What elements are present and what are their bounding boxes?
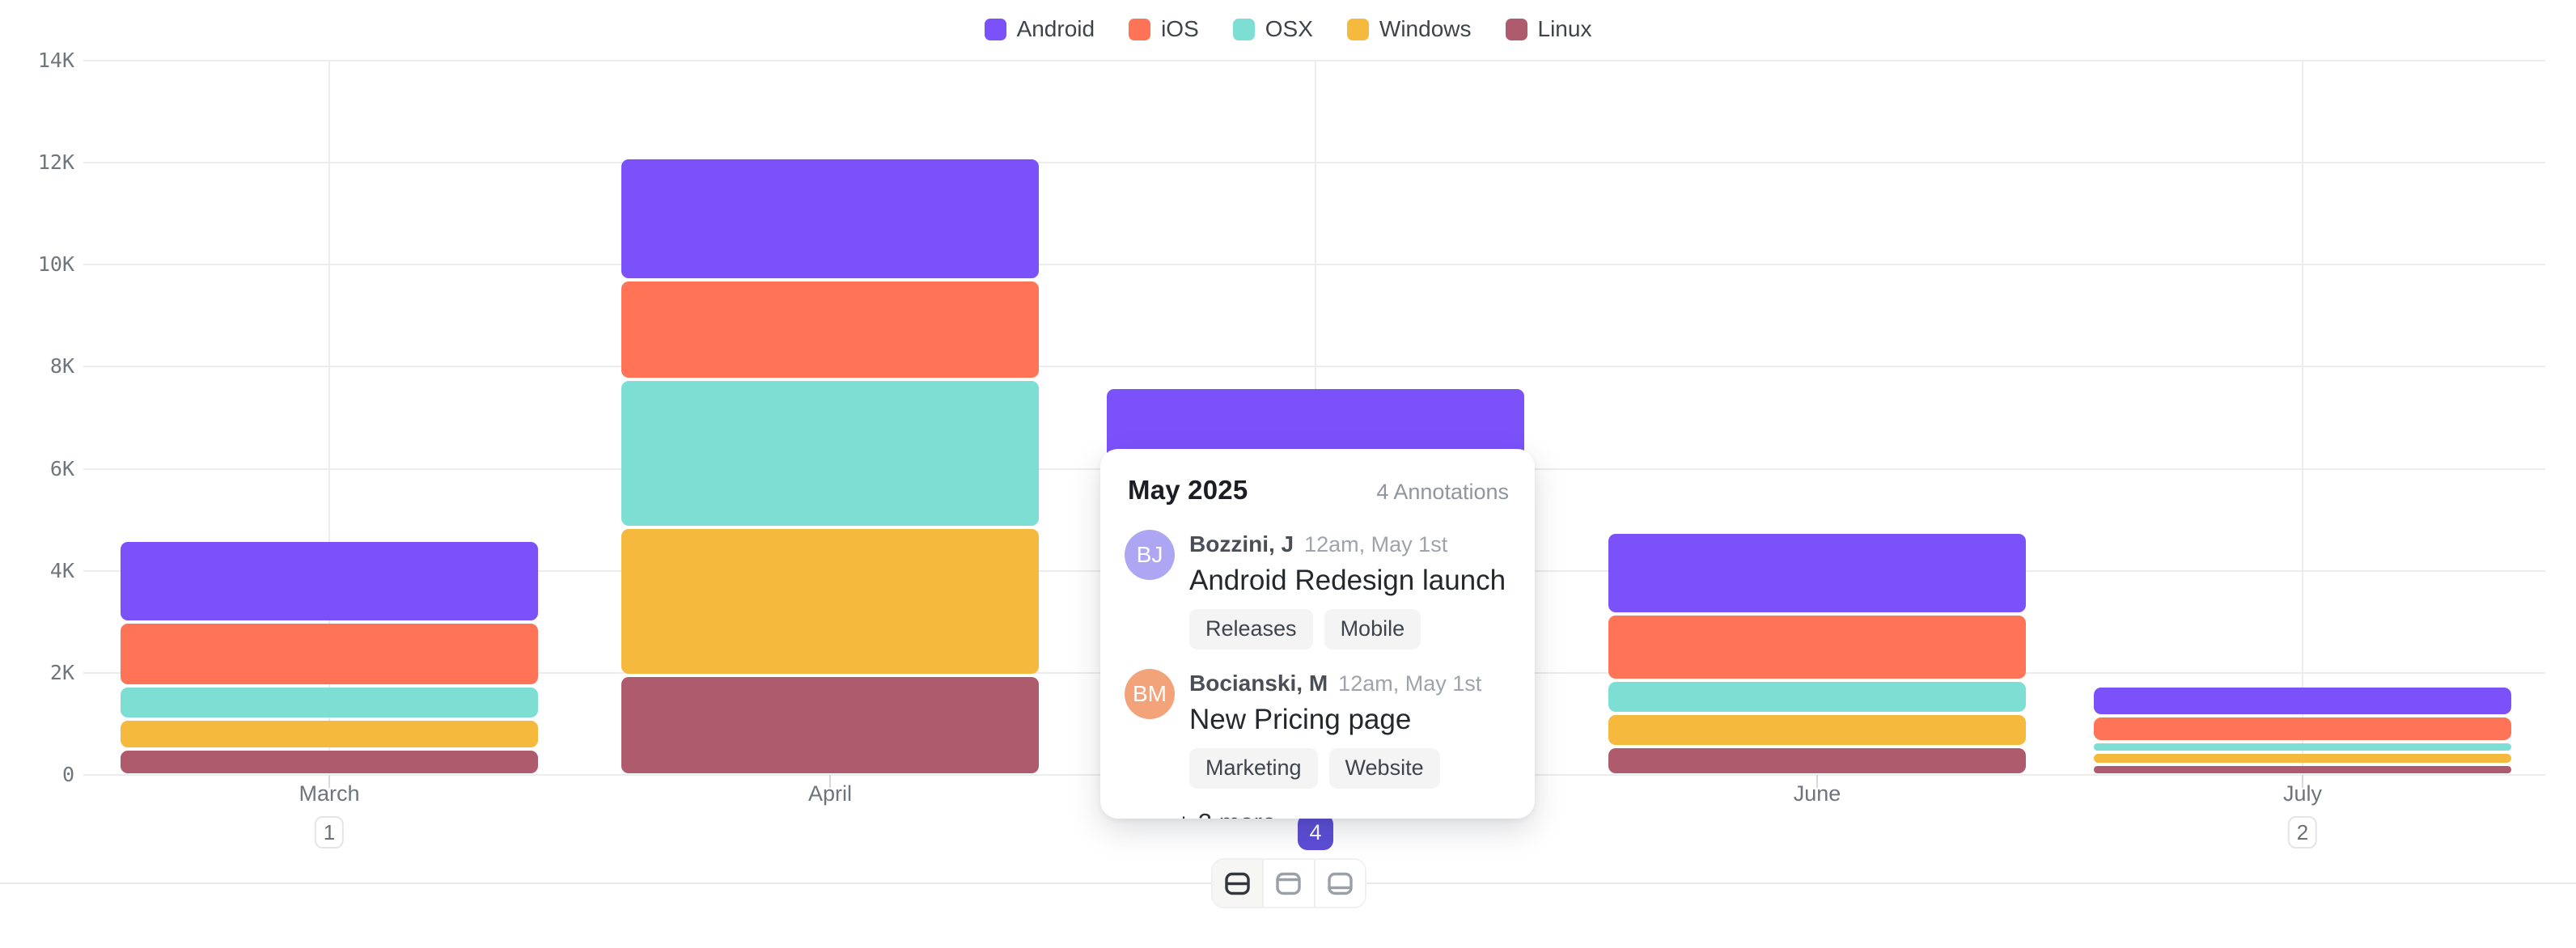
bar-segment-july-osx[interactable] [2094,743,2511,751]
author-avatar: BJ [1125,530,1175,580]
x-axis-label-july: July [2282,781,2323,806]
tooltip-annotation-count: 4 Annotations [1376,480,1509,504]
annotation-entry-body: Bozzini, J 12am, May 1st Android Redesig… [1189,530,1506,650]
annotation-tags: Marketing Website [1189,748,1481,789]
tooltip-title: May 2025 [1128,475,1248,505]
annotation-tags: Releases Mobile [1189,609,1506,650]
x-axis-tick [1816,775,1818,788]
legend-swatch-icon [1346,18,1369,40]
bar-segment-april-ios[interactable] [621,281,1039,379]
x-axis-label-june: June [1793,781,1841,806]
legend-label: iOS [1161,16,1199,41]
y-axis-tick-label: 2K [49,660,74,684]
legend-label: Android [1016,16,1095,41]
annotation-tag: Marketing [1189,748,1318,789]
chart-legend: Android iOS OSX Windows Linux [0,11,2576,47]
legend-label: OSX [1265,16,1313,41]
bar-segment-june-ios[interactable] [1608,616,2026,679]
bar-segment-march-linux[interactable] [121,751,538,773]
legend-item-osx[interactable]: OSX [1232,16,1313,41]
annotation-entry[interactable]: BM Bocianski, M 12am, May 1st New Pricin… [1125,668,1510,789]
bar-segment-april-windows[interactable] [621,529,1039,674]
legend-swatch-icon [1505,18,1527,40]
legend-item-ios[interactable]: iOS [1129,18,1199,40]
bar-segment-july-ios[interactable] [2094,717,2511,740]
layout-toggle [1211,858,1366,908]
annotation-tag: Mobile [1324,609,1421,650]
legend-label: Windows [1379,16,1472,41]
author-avatar: BM [1125,668,1175,719]
annotation-tag: Releases [1189,609,1313,650]
annotation-count-badge-march[interactable]: 1 [314,816,345,849]
y-axis-tick-label: 4K [49,558,74,582]
x-axis-tick [328,775,330,788]
annotation-entry-body: Bocianski, M 12am, May 1st New Pricing p… [1189,669,1481,789]
bar-segment-april-linux[interactable] [621,677,1039,773]
layout-split-middle-button[interactable] [1213,860,1263,907]
annotation-text: New Pricing page [1189,703,1412,735]
layout-split-top-button[interactable] [1262,860,1314,907]
x-axis-tick [2302,775,2303,788]
y-axis-tick-label: 14K [37,49,74,72]
bar-segment-march-osx[interactable] [121,687,538,717]
annotation-count-badge-may[interactable]: 4 [1298,815,1333,850]
y-axis-tick-label: 12K [37,150,74,175]
bar-segment-april-android[interactable] [621,159,1039,279]
y-axis-tick-label: 10K [37,252,74,277]
annotation-author: Bozzini, J [1189,531,1294,557]
bar-segment-july-linux[interactable] [2094,766,2511,773]
legend-label: Linux [1537,16,1592,41]
annotation-meta: Bocianski, M 12am, May 1st [1189,671,1481,696]
annotation-meta: Bozzini, J 12am, May 1st [1189,531,1506,557]
gridline-y-10K [83,264,2545,266]
annotation-guide-july [2302,61,2303,775]
x-axis-tick [829,775,831,788]
annotation-timestamp: 12am, May 1st [1304,532,1448,557]
annotation-tag: Website [1328,748,1440,789]
gridline-y-8K [83,366,2545,368]
split-bottom-icon [1328,872,1353,895]
bar-segment-june-windows[interactable] [1608,715,2026,746]
gridline-y-14K [83,60,2545,61]
bar-segment-june-android[interactable] [1608,534,2026,613]
annotation-timestamp: 12am, May 1st [1338,671,1482,696]
layout-split-bottom-button[interactable] [1313,860,1365,907]
y-axis-tick-label: 8K [49,354,74,379]
split-middle-icon [1225,872,1250,895]
bar-segment-july-windows[interactable] [2094,753,2511,764]
annotation-text: Android Redesign launch [1189,565,1506,596]
legend-item-windows[interactable]: Windows [1346,16,1472,41]
bar-segment-march-android[interactable] [121,541,538,620]
annotation-author: Bocianski, M [1189,670,1328,696]
more-annotations-link[interactable]: + 2 more... [1176,808,1510,819]
split-top-icon [1276,872,1302,895]
annotation-guide-march [328,61,330,775]
annotation-count-badge-july[interactable]: 2 [2287,816,2318,849]
bar-segment-july-android[interactable] [2094,687,2511,715]
x-axis-label-april: April [807,781,853,806]
y-axis-tick-label: 0 [61,763,74,786]
bar-segment-june-osx[interactable] [1608,682,2026,713]
legend-swatch-icon [1232,18,1255,40]
legend-swatch-icon [984,18,1006,40]
legend-item-linux[interactable]: Linux [1505,16,1592,41]
bar-segment-april-osx[interactable] [621,381,1039,527]
y-axis-tick-label: 6K [49,456,74,480]
bar-segment-june-linux[interactable] [1608,748,2026,773]
annotation-entry[interactable]: BJ Bozzini, J 12am, May 1st Android Rede… [1125,530,1510,650]
bar-segment-march-windows[interactable] [121,720,538,748]
tooltip-header: May 2025 4 Annotations [1128,475,1509,506]
bar-segment-march-ios[interactable] [121,623,538,684]
x-axis-label-march: March [299,781,360,806]
gridline-y-12K [83,162,2545,164]
legend-swatch-icon [1129,18,1151,40]
legend-item-android[interactable]: Android [984,16,1095,41]
annotation-tooltip: May 2025 4 Annotations BJ Bozzini, J 12a… [1100,449,1535,819]
